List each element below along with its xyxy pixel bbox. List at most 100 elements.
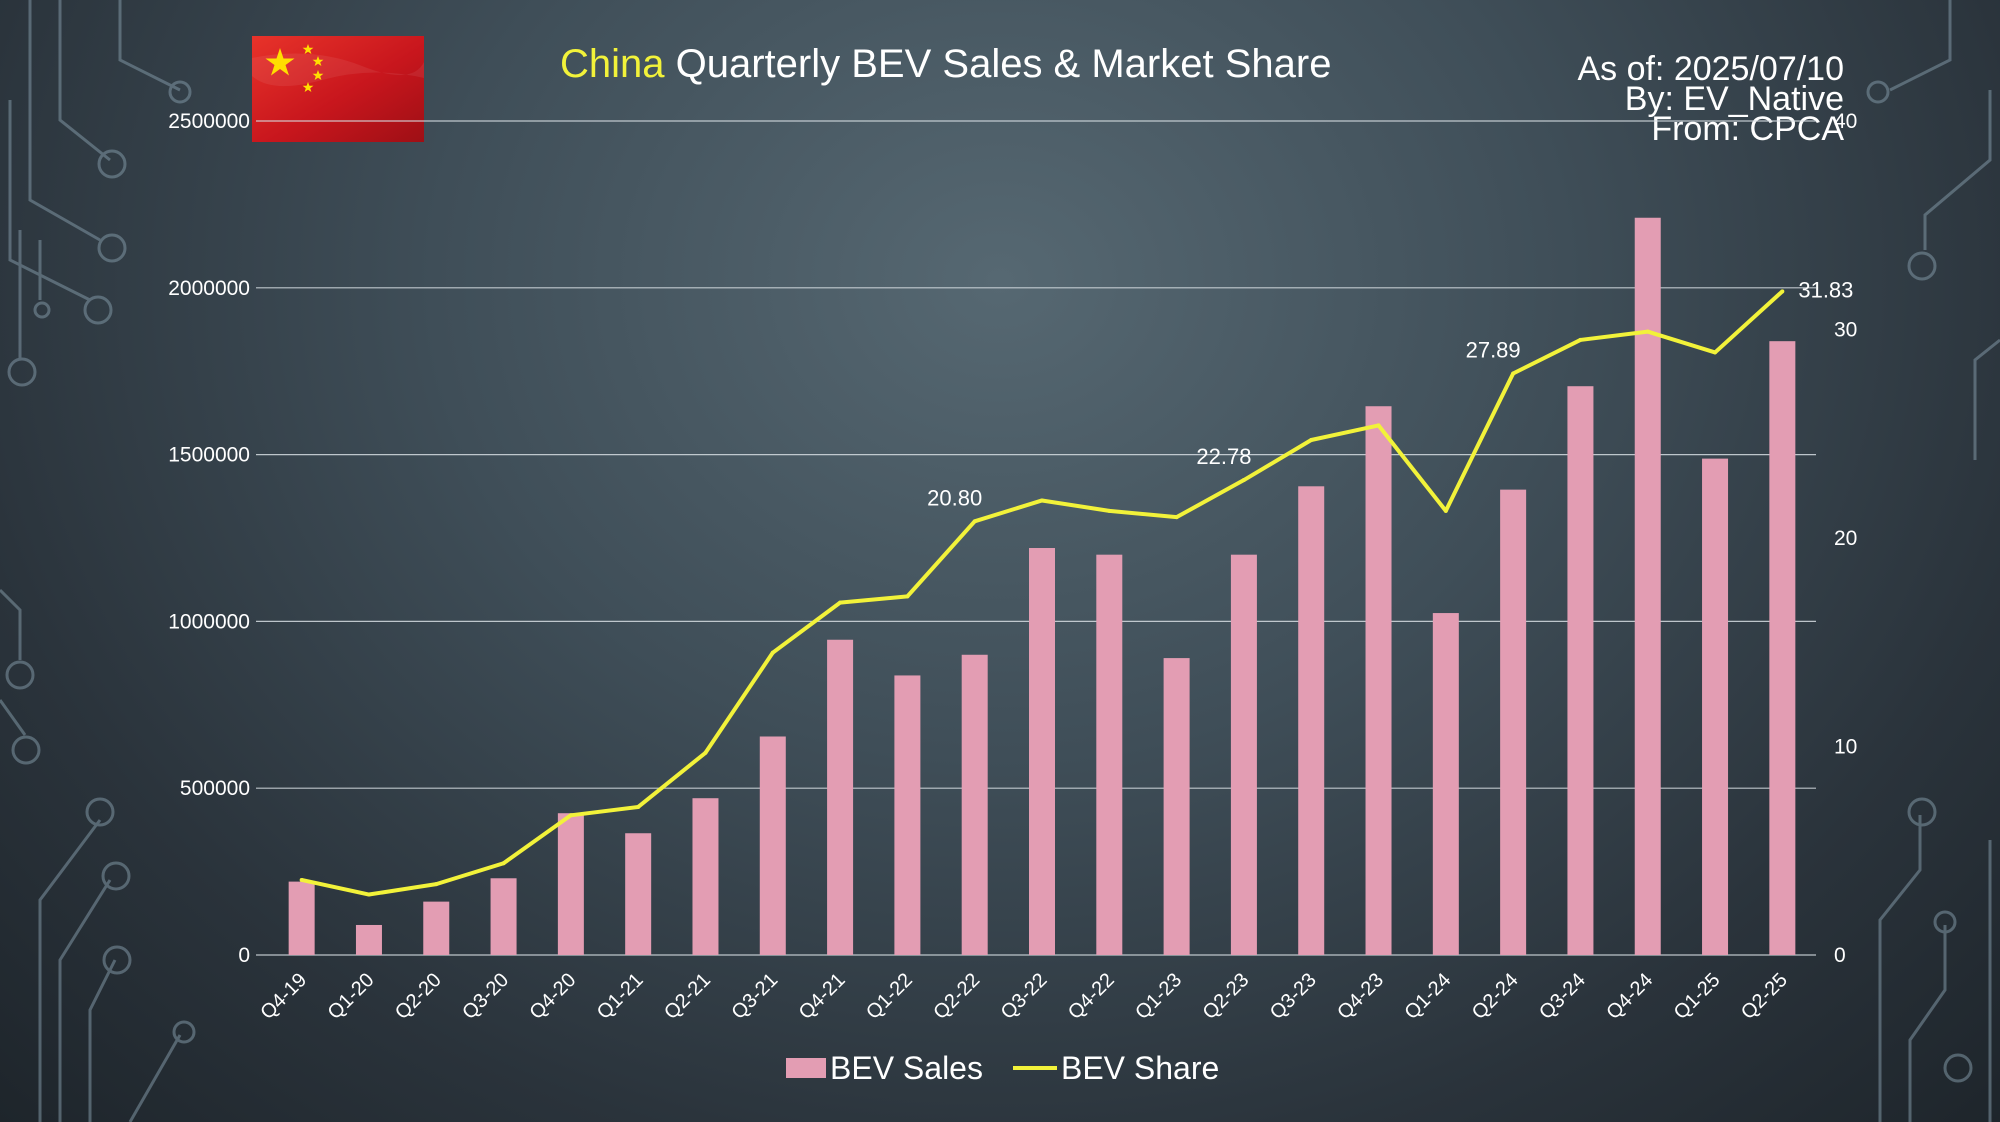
bar xyxy=(1230,554,1257,955)
x-tick-label: Q3-20 xyxy=(458,969,513,1024)
bar xyxy=(490,878,517,955)
x-tick-label: Q1-24 xyxy=(1400,969,1455,1024)
x-tick-label: Q2-23 xyxy=(1199,969,1254,1024)
x-tick-label: Q3-24 xyxy=(1535,969,1590,1024)
share-point xyxy=(434,882,439,887)
legend-line-label: BEV Share xyxy=(1060,1049,1220,1086)
bar xyxy=(1567,386,1594,955)
share-point xyxy=(299,877,304,882)
bar xyxy=(692,798,719,955)
share-data-label: 22.78 xyxy=(1196,444,1251,469)
bar xyxy=(1432,613,1459,955)
x-tick-label: Q4-21 xyxy=(795,969,850,1024)
share-point xyxy=(972,519,977,524)
x-tick-label: Q4-23 xyxy=(1333,969,1388,1024)
x-tick-label: Q2-22 xyxy=(929,969,984,1024)
x-tick-label: Q4-22 xyxy=(1064,969,1119,1024)
legend: BEV Sales BEV Share xyxy=(786,1048,1249,1088)
x-tick-label: Q4-20 xyxy=(526,969,581,1024)
x-tick-label: Q1-22 xyxy=(862,969,917,1024)
bar xyxy=(288,881,315,955)
share-data-label: 27.89 xyxy=(1466,337,1521,362)
bar xyxy=(1634,217,1661,955)
bar xyxy=(1365,406,1392,955)
as-of-text: As of: 2025/07/10 xyxy=(1577,50,1844,88)
bar xyxy=(1702,458,1729,955)
bar xyxy=(557,813,584,955)
y-left-tick-label: 0 xyxy=(238,944,250,967)
share-point xyxy=(636,804,641,809)
share-point xyxy=(1780,289,1785,294)
bar xyxy=(625,833,652,955)
x-tick-label: Q2-24 xyxy=(1468,969,1523,1024)
share-point xyxy=(838,600,843,605)
share-data-label: 31.83 xyxy=(1798,277,1853,302)
share-point xyxy=(770,650,775,655)
y-left-tick-label: 2000000 xyxy=(168,277,250,300)
title-accent: China xyxy=(560,42,665,86)
bar xyxy=(355,924,382,955)
bar xyxy=(1029,548,1055,955)
y-right-tick-label: 40 xyxy=(1834,110,1857,133)
y-left-tick-label: 1500000 xyxy=(168,444,250,467)
legend-bar-swatch xyxy=(786,1058,826,1078)
share-point xyxy=(366,892,371,897)
y-left-tick-label: 1000000 xyxy=(168,610,250,633)
x-tick-label: Q4-19 xyxy=(256,969,311,1024)
y-left-tick-label: 500000 xyxy=(180,777,250,800)
bar xyxy=(1163,658,1190,955)
share-point xyxy=(1443,508,1448,513)
legend-line-swatch xyxy=(1012,1066,1057,1070)
from-text: From: CPCA xyxy=(1651,110,1844,148)
chart-title: China Quarterly BEV Sales & Market Share xyxy=(560,42,1460,87)
share-point xyxy=(1511,371,1516,376)
by-text: By: EV_Native xyxy=(1624,80,1844,118)
x-tick-label: Q2-20 xyxy=(391,969,446,1024)
y-right-tick-label: 10 xyxy=(1834,736,1857,759)
title-rest: Quarterly BEV Sales & Market Share xyxy=(664,42,1332,86)
china-flag-icon xyxy=(252,36,424,142)
bar xyxy=(961,654,988,955)
bar xyxy=(759,736,786,955)
x-tick-label: Q1-25 xyxy=(1670,969,1725,1024)
x-tick-label: Q4-24 xyxy=(1602,969,1657,1024)
share-point xyxy=(905,594,910,599)
share-point xyxy=(1241,478,1246,483)
meta-info: As of: 2025/07/10 By: EV_Native From: CP… xyxy=(1577,50,1844,148)
x-tick-label: Q1-21 xyxy=(593,969,648,1024)
share-point xyxy=(1107,508,1112,513)
x-tick-label: Q2-25 xyxy=(1737,969,1792,1024)
y-right-tick-label: 30 xyxy=(1834,319,1857,342)
x-tick-label: Q2-21 xyxy=(660,969,715,1024)
bar xyxy=(1096,554,1123,955)
share-point xyxy=(1645,329,1650,334)
share-point xyxy=(1713,350,1718,355)
share-point xyxy=(568,813,573,818)
x-tick-label: Q3-22 xyxy=(997,969,1052,1024)
bar xyxy=(1500,489,1527,955)
bar xyxy=(1769,341,1796,955)
share-point xyxy=(1309,438,1314,443)
share-point xyxy=(501,861,506,866)
y-left-tick-label: 2500000 xyxy=(168,110,250,133)
legend-bar-label: BEV Sales xyxy=(830,1049,983,1086)
bar xyxy=(894,675,921,955)
x-tick-label: Q3-21 xyxy=(727,969,782,1024)
bar xyxy=(827,639,854,955)
y-right-tick-label: 0 xyxy=(1834,944,1846,967)
bar xyxy=(423,901,450,955)
x-tick-label: Q1-23 xyxy=(1131,969,1186,1024)
share-data-label: 20.80 xyxy=(927,485,982,510)
share-point xyxy=(1376,423,1381,428)
share-point xyxy=(1040,498,1044,503)
x-tick-label: Q3-23 xyxy=(1266,969,1321,1024)
share-point xyxy=(1578,337,1583,342)
legend-item-share: BEV Share xyxy=(1012,1049,1220,1087)
legend-item-sales: BEV Sales xyxy=(786,1050,983,1087)
y-right-tick-label: 20 xyxy=(1834,527,1857,550)
bar xyxy=(1298,486,1325,955)
x-tick-label: Q1-20 xyxy=(324,969,379,1024)
